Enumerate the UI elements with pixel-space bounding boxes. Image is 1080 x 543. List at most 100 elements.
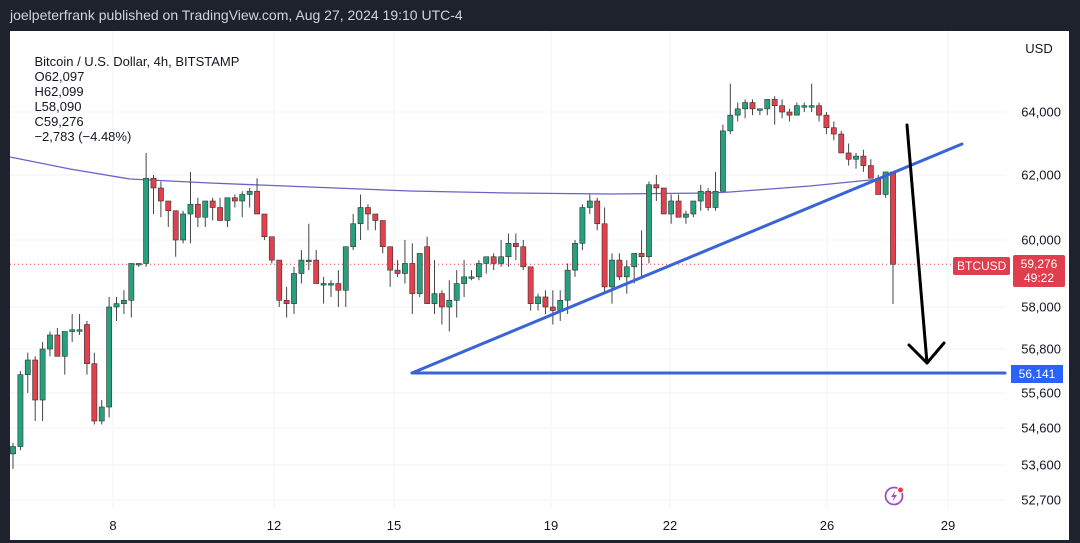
candle-up <box>402 263 408 274</box>
candlestick-chart[interactable] <box>10 31 1069 540</box>
candle-up <box>453 283 460 301</box>
candle-up <box>882 171 889 195</box>
candle-down <box>749 102 756 110</box>
candle-down <box>845 152 852 160</box>
candle-up <box>305 259 312 262</box>
candle-down <box>512 243 519 248</box>
candle-down <box>372 213 379 221</box>
candle-down <box>594 200 601 225</box>
candle-down <box>409 263 416 294</box>
candle-up <box>712 190 719 208</box>
candle-up <box>727 114 734 132</box>
candle-up <box>106 306 113 408</box>
candle-up <box>468 276 475 279</box>
candle-down <box>786 111 793 116</box>
currency-button[interactable]: USD <box>1017 37 1061 61</box>
chart-panel[interactable]: Bitcoin / U.S. Dollar, 4h, BITSTAMP O62,… <box>10 31 1069 540</box>
candle-down <box>209 200 216 208</box>
candle-down <box>268 236 275 261</box>
price-axis-label: 58,000 <box>1021 299 1061 315</box>
moving-average-line <box>10 156 881 195</box>
time-axis-label: 15 <box>386 518 402 533</box>
candle-down <box>283 299 290 304</box>
candle-up <box>801 105 808 108</box>
candle-up <box>17 374 24 447</box>
candle-down <box>261 213 268 238</box>
candle-up <box>764 99 771 110</box>
candle-up <box>683 213 689 218</box>
arrow-head-icon <box>907 341 946 365</box>
candle-up <box>853 155 859 160</box>
candle-up <box>757 108 763 111</box>
candle-down <box>91 363 98 422</box>
price-axis-label: 54,600 <box>1021 420 1061 436</box>
candle-down <box>549 306 556 311</box>
candle-down <box>217 207 223 221</box>
candle-down <box>616 259 623 278</box>
candle-up <box>609 259 615 288</box>
candle-up <box>143 177 149 264</box>
candle-up <box>623 266 630 278</box>
candle-down <box>675 200 682 218</box>
candle-up <box>69 329 76 332</box>
candle-down <box>527 266 534 304</box>
candle-down <box>335 283 342 291</box>
candle-up <box>646 184 652 258</box>
candle-down <box>379 220 386 248</box>
ohlc-high: H62,099 <box>34 84 84 99</box>
last-price-tag: 59,276 49:22 <box>1013 255 1065 287</box>
candle-down <box>660 187 667 215</box>
candle-up <box>113 303 120 308</box>
candle-up <box>631 253 638 268</box>
candle-up <box>720 130 726 192</box>
horizontal-level-tag: 56,141 <box>1011 365 1063 383</box>
candle-up <box>734 108 741 116</box>
candle-down <box>779 105 785 113</box>
candle-down <box>32 359 39 401</box>
candle-up <box>342 246 349 291</box>
time-axis-label: 19 <box>543 518 559 533</box>
candle-up <box>320 283 327 286</box>
candle-down <box>867 165 874 179</box>
candle-up <box>224 197 231 221</box>
candle-down <box>313 259 320 284</box>
time-axis-label: 22 <box>662 518 678 533</box>
candle-up <box>579 207 586 244</box>
candle-up <box>793 105 800 116</box>
price-axis-label: 62,000 <box>1021 167 1061 183</box>
candle-up <box>742 102 748 110</box>
candle-up <box>135 263 142 266</box>
candle-up <box>668 200 675 215</box>
down-arrow-icon[interactable] <box>905 123 929 365</box>
candle-up <box>121 299 127 304</box>
candle-up <box>10 446 16 455</box>
candle-up <box>431 293 438 304</box>
candle-down <box>172 210 179 241</box>
price-axis-label: 52,700 <box>1021 492 1061 508</box>
candle-down <box>705 190 712 208</box>
published-by-bar: joelpeterfrank published on TradingView.… <box>0 0 1080 31</box>
candle-up <box>328 283 334 286</box>
candle-up <box>291 273 297 304</box>
candle-up <box>187 203 194 215</box>
candle-down <box>601 223 608 288</box>
candle-down <box>771 99 778 107</box>
time-axis-label: 8 <box>109 518 117 533</box>
bar-countdown: 49:22 <box>1023 271 1055 285</box>
candle-down <box>276 259 283 301</box>
candle-up <box>357 207 364 225</box>
candle-down <box>150 177 157 189</box>
candle-down <box>520 246 527 268</box>
time-axis-label: 26 <box>819 518 835 533</box>
time-axis-label: 12 <box>266 518 282 533</box>
price-axis-label: 64,000 <box>1021 104 1061 120</box>
trendline[interactable] <box>410 142 964 375</box>
ohlc-change: −2,783 (−4.48%) <box>34 129 132 144</box>
candle-up <box>535 296 541 304</box>
last-price-value: 59,276 <box>1020 257 1058 271</box>
candle-down <box>830 127 837 135</box>
candle-down <box>84 324 90 364</box>
candle-down <box>838 133 845 154</box>
lightning-icon[interactable] <box>883 485 905 507</box>
candle-down <box>816 105 822 116</box>
